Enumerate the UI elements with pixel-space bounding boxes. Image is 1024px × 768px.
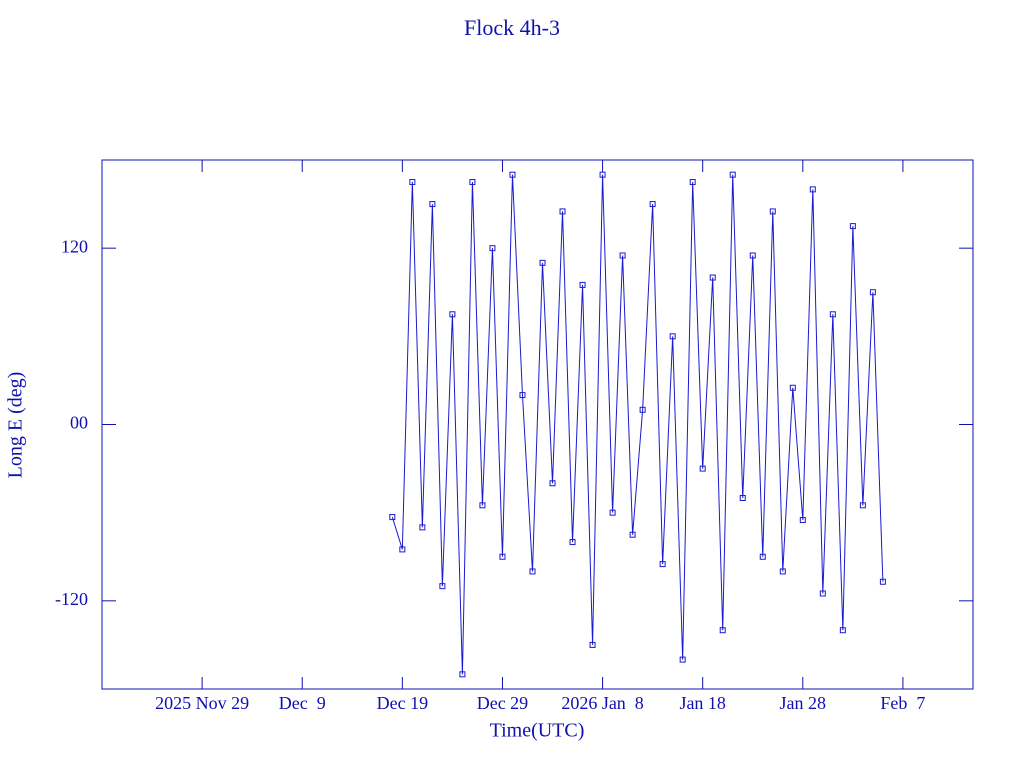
data-point <box>519 392 526 399</box>
data-point <box>609 509 616 516</box>
data-point <box>469 179 476 186</box>
data-point <box>619 252 626 259</box>
y-tick-label: 00 <box>70 413 88 433</box>
data-point <box>839 627 846 634</box>
data-point <box>509 171 516 178</box>
data-point <box>669 333 676 340</box>
y-tick-label: -120 <box>55 589 88 609</box>
x-tick-label: 2025 Nov 29 <box>155 693 249 713</box>
data-point <box>579 281 586 288</box>
data-point <box>689 179 696 186</box>
data-point <box>459 671 466 678</box>
x-tick-label: Dec 9 <box>279 693 326 713</box>
data-point <box>679 656 686 663</box>
data-point <box>639 406 646 413</box>
data-point <box>779 568 786 575</box>
x-tick-label: Dec 19 <box>377 693 428 713</box>
chart-title: Flock 4h-3 <box>464 15 560 40</box>
x-tick-label: 2026 Jan 8 <box>561 693 644 713</box>
data-point <box>729 171 736 178</box>
x-tick-label: Jan 18 <box>679 693 726 713</box>
y-axis-title: Long E (deg) <box>5 372 27 479</box>
data-point <box>879 578 886 585</box>
y-tick-label: 120 <box>61 236 88 256</box>
data-point <box>799 517 806 524</box>
data-point <box>409 179 416 186</box>
data-point <box>399 546 406 553</box>
data-point <box>699 465 706 472</box>
data-point <box>819 590 826 597</box>
series-line <box>391 174 884 675</box>
x-axis-title: Time(UTC) <box>490 720 585 742</box>
data-point <box>759 553 766 560</box>
data-point <box>719 627 726 634</box>
data-point <box>569 539 576 546</box>
data-point <box>479 502 486 509</box>
data-point <box>649 201 656 208</box>
data-point <box>449 311 456 318</box>
data-point <box>709 274 716 281</box>
data-point <box>559 208 566 215</box>
data-point <box>419 524 426 531</box>
data-point <box>869 289 876 296</box>
x-tick-label: Feb 7 <box>880 693 925 713</box>
data-point <box>849 223 856 230</box>
data-point <box>629 531 636 538</box>
data-point <box>829 311 836 318</box>
data-point <box>659 561 666 568</box>
data-point <box>789 384 796 391</box>
data-point <box>439 583 446 590</box>
x-tick-label: Dec 29 <box>477 693 528 713</box>
data-point <box>599 171 606 178</box>
data-point <box>389 514 396 521</box>
data-point <box>529 568 536 575</box>
data-point <box>859 502 866 509</box>
data-point <box>589 641 596 648</box>
data-point <box>769 208 776 215</box>
data-point <box>499 553 506 560</box>
data-point <box>489 245 496 252</box>
data-point <box>539 259 546 266</box>
data-point <box>739 494 746 501</box>
data-point <box>809 186 816 193</box>
data-point <box>749 252 756 259</box>
data-point <box>429 201 436 208</box>
data-point <box>549 480 556 487</box>
x-tick-label: Jan 28 <box>780 693 827 713</box>
